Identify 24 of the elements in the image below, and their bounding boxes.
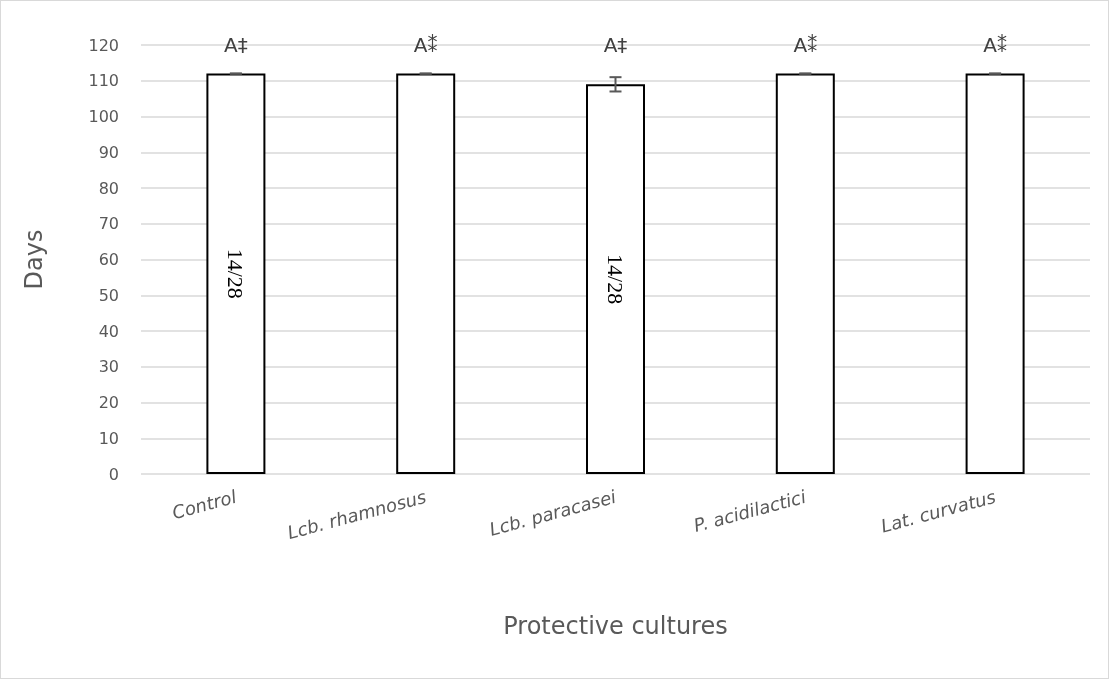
x-axis-title: Protective cultures [503,612,728,640]
data-label: A⁑ [983,33,1007,57]
y-tick-label: 60 [98,250,119,269]
y-tick-label: 40 [98,321,119,341]
y-tick-label: 50 [98,285,119,305]
x-tick-label: Control [169,485,239,524]
y-tick-label: 30 [98,357,119,377]
y-tick-label: 70 [98,214,119,234]
data-label: A‡ [224,33,248,57]
annotation: 14/28 [603,254,628,305]
data-label: A⁑ [413,33,438,57]
y-tick-label: 0 [108,464,119,484]
annotation: 14/28 [223,248,249,299]
x-tick-label: Lat. curvatus [878,485,998,537]
y-tick-label: 100 [88,107,119,126]
y-tick-label: 10 [98,428,119,448]
y-axis-title: Days [20,229,48,290]
y-tick-label: 90 [98,142,119,162]
y-tick-label: 120 [88,35,119,55]
y-tick-label: 20 [98,393,119,412]
data-label: A⁑ [793,33,818,57]
data-label: A‡ [603,33,628,57]
y-tick-label: 110 [88,71,119,91]
y-tick-label: 80 [98,178,119,198]
